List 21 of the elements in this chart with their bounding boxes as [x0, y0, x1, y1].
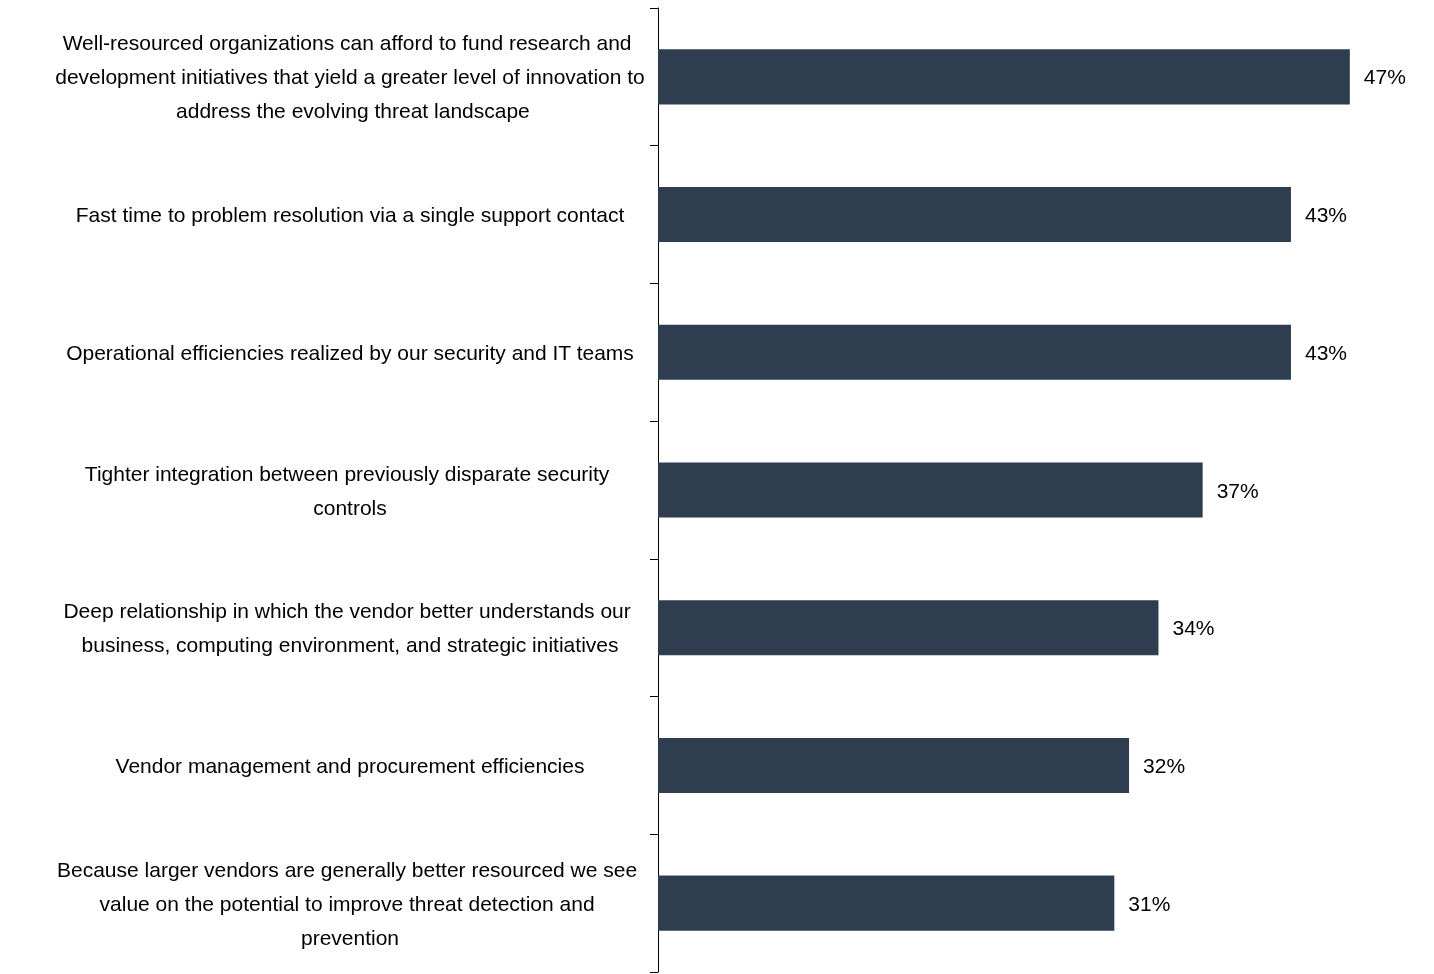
- data-label: 31%: [1128, 891, 1171, 915]
- data-label: 43%: [1304, 203, 1347, 227]
- data-label: 32%: [1143, 753, 1186, 777]
- data-label: 47%: [1363, 65, 1406, 89]
- y-tick-label: Fast time to problem resolution via a single support contact: [75, 203, 625, 227]
- bar: [658, 737, 1130, 793]
- y-tick-label: Tighter integration between previously disparate security controls: [84, 461, 616, 519]
- y-tick-label: Because larger vendors are generally better resourced we see value on the potential to improve threat detection and prevention: [57, 857, 643, 949]
- bar: [658, 49, 1350, 105]
- data-label: 37%: [1216, 478, 1259, 502]
- bar: [658, 875, 1115, 931]
- y-tick-label: Well-resourced organizations can afford to fund research and development initiatives that yield a greater level of innovation to address the evolving threat landscape: [55, 31, 645, 123]
- data-label: 43%: [1304, 340, 1347, 364]
- y-tick-label: Vendor management and procurement efficiencies: [115, 753, 585, 777]
- bar: [658, 324, 1291, 380]
- bar: [658, 600, 1159, 656]
- bar: [658, 187, 1291, 243]
- bar: [658, 462, 1203, 518]
- y-tick-label: Deep relationship in which the vendor better understands our business, computing environment, and strategic initiatives: [63, 599, 637, 657]
- data-label: 34%: [1172, 616, 1215, 640]
- y-tick-label: Operational efficiencies realized by our security and IT teams: [66, 340, 634, 364]
